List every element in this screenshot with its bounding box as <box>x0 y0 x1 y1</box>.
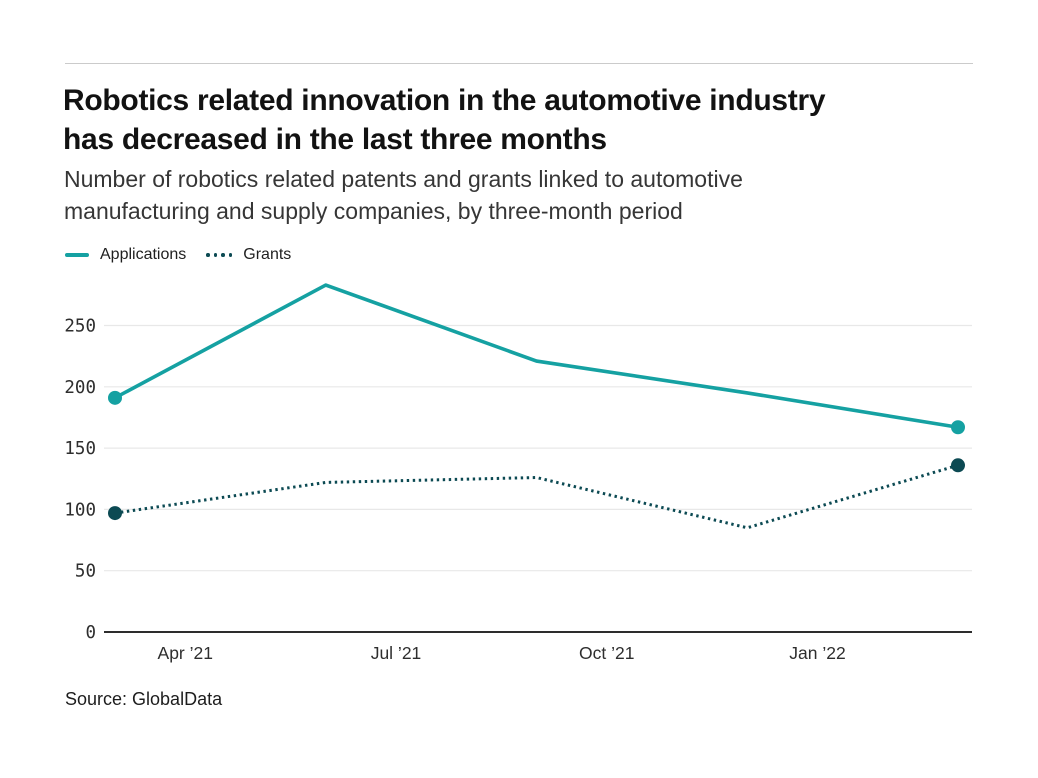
applications-line <box>114 283 959 430</box>
source-credit: Source: GlobalData <box>65 689 223 709</box>
y-tick-label-100: 100 <box>64 500 96 520</box>
header-divider <box>65 63 973 64</box>
grants-endpoint-marker <box>951 458 965 473</box>
legend-label-applications: Applications <box>100 246 187 263</box>
chart-subtitle: Number of robotics related patents and g… <box>64 166 743 224</box>
chart-legend: Applications Grants <box>65 246 291 264</box>
x-tick-label-4: Jan ’22 <box>789 643 845 663</box>
y-tick-label-0: 0 <box>85 623 96 643</box>
grants-dotted-swatch-icon <box>206 253 233 257</box>
legend-label-grants: Grants <box>243 246 292 263</box>
x-tick-label-1: Apr ’21 <box>158 643 213 663</box>
applications-endpoint-marker <box>108 390 122 405</box>
y-tick-label-50: 50 <box>75 562 96 582</box>
applications-endpoint-marker <box>951 420 965 435</box>
y-tick-label-250: 250 <box>64 317 96 337</box>
legend-item-applications: Applications <box>65 246 186 264</box>
x-tick-label-3: Oct ’21 <box>579 643 634 663</box>
legend-item-grants: Grants <box>206 246 291 264</box>
line-chart: 0 50 100 150 200 250 Apr ’21 Jul ’21 Oct ’21 Jan … <box>0 270 1038 680</box>
y-tick-label-150: 150 <box>64 439 96 459</box>
grants-line <box>114 463 959 530</box>
grants-endpoint-marker <box>108 506 122 521</box>
chart-canvas: 0 50 100 150 200 250 Apr ’21 Jul ’21 Oct ’21 Jan … <box>64 283 972 663</box>
y-tick-label-200: 200 <box>64 378 96 398</box>
applications-line-swatch-icon <box>65 253 89 257</box>
page-title: Robotics related innovation in the autom… <box>63 84 826 156</box>
x-tick-label-2: Jul ’21 <box>371 643 422 663</box>
